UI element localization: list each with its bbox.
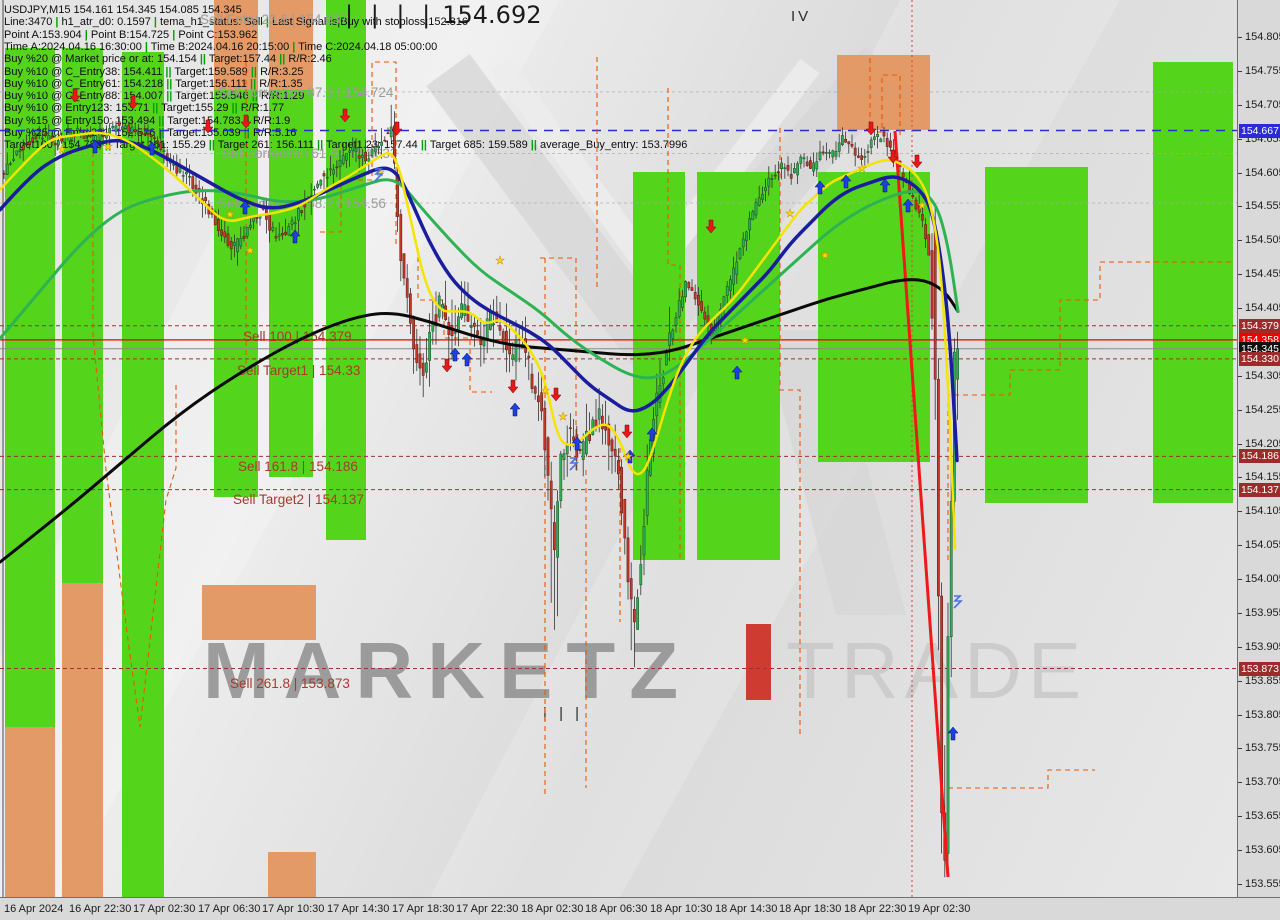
- price-axis[interactable]: 154.805154.755154.705154.655154.605154.5…: [1237, 0, 1280, 897]
- price-tick-mark: [1238, 545, 1242, 546]
- price-tick-mark: [1238, 715, 1242, 716]
- price-tick-label: 154.805: [1245, 31, 1280, 43]
- price-tick-label: 154.205: [1245, 438, 1280, 450]
- price-tick-label: 154.555: [1245, 200, 1280, 212]
- price-tick-label: 154.255: [1245, 404, 1280, 416]
- price-badge: 153.873: [1239, 662, 1280, 676]
- time-tick-label: 17 Apr 14:30: [327, 903, 390, 915]
- price-badge: 154.667: [1239, 124, 1280, 138]
- price-tick-label: 154.305: [1245, 370, 1280, 382]
- session-column-green: [5, 48, 55, 727]
- time-tick-label: 18 Apr 22:30: [844, 903, 907, 915]
- price-tick-mark: [1238, 681, 1242, 682]
- session-column-green: [697, 172, 780, 560]
- price-tick-label: 153.555: [1245, 878, 1280, 890]
- price-tick-mark: [1238, 647, 1242, 648]
- price-tick-mark: [1238, 274, 1242, 275]
- price-badge: 154.379: [1239, 319, 1280, 333]
- session-column-green: [269, 90, 313, 477]
- session-column-green: [62, 48, 103, 583]
- price-tick-label: 154.405: [1245, 302, 1280, 314]
- session-column-green: [818, 172, 930, 462]
- time-tick-label: 18 Apr 18:30: [779, 903, 842, 915]
- price-tick-mark: [1238, 511, 1242, 512]
- price-tick-label: 153.855: [1245, 675, 1280, 687]
- price-tick-label: 153.705: [1245, 776, 1280, 788]
- session-column-orange: [5, 727, 55, 897]
- price-badge: 154.186: [1239, 449, 1280, 463]
- price-tick-mark: [1238, 444, 1242, 445]
- time-tick-label: 18 Apr 10:30: [650, 903, 713, 915]
- price-tick-mark: [1238, 884, 1242, 885]
- price-tick-label: 153.955: [1245, 607, 1280, 619]
- time-tick-label: 19 Apr 02:30: [908, 903, 971, 915]
- watermark-red-bar: [746, 624, 771, 700]
- session-column-orange: [214, 0, 258, 90]
- price-tick-label: 154.455: [1245, 268, 1280, 280]
- time-axis[interactable]: 16 Apr 2024 16 Apr 22:30 17 Apr 02:30 17 Ap…: [0, 897, 1280, 920]
- session-column-orange: [62, 583, 103, 897]
- time-tick-label: 17 Apr 22:30: [456, 903, 519, 915]
- price-tick-label: 154.005: [1245, 573, 1280, 585]
- price-tick-mark: [1238, 206, 1242, 207]
- watermark-text-right: TRADE: [786, 626, 1087, 715]
- price-tick-mark: [1238, 816, 1242, 817]
- time-tick-label: 17 Apr 18:30: [392, 903, 455, 915]
- session-column-green: [326, 0, 366, 540]
- time-tick-label: 18 Apr 06:30: [585, 903, 648, 915]
- price-tick-mark: [1238, 613, 1242, 614]
- price-tick-label: 154.605: [1245, 167, 1280, 179]
- price-badge: 154.330: [1239, 352, 1280, 366]
- session-column-orange: [837, 55, 930, 130]
- price-tick-label: 154.055: [1245, 539, 1280, 551]
- time-tick-label: 17 Apr 02:30: [133, 903, 196, 915]
- session-column-green: [122, 52, 164, 897]
- price-tick-mark: [1238, 579, 1242, 580]
- session-column-green: [985, 167, 1088, 503]
- price-tick-mark: [1238, 240, 1242, 241]
- price-tick-mark: [1238, 850, 1242, 851]
- price-tick-label: 154.505: [1245, 234, 1280, 246]
- price-tick-label: 153.655: [1245, 810, 1280, 822]
- price-tick-label: 153.605: [1245, 844, 1280, 856]
- price-tick-label: 153.755: [1245, 742, 1280, 754]
- time-tick-label: 16 Apr 22:30: [69, 903, 132, 915]
- price-tick-label: 154.105: [1245, 505, 1280, 517]
- time-tick-label: 18 Apr 02:30: [521, 903, 584, 915]
- price-tick-label: 153.805: [1245, 709, 1280, 721]
- price-badge: 154.137: [1239, 483, 1280, 497]
- session-column-orange: [202, 585, 316, 640]
- session-column-green: [633, 172, 685, 560]
- price-tick-mark: [1238, 782, 1242, 783]
- time-tick-label: 17 Apr 06:30: [198, 903, 261, 915]
- price-tick-mark: [1238, 748, 1242, 749]
- price-tick-mark: [1238, 410, 1242, 411]
- price-tick-mark: [1238, 173, 1242, 174]
- time-tick-label: 17 Apr 10:30: [262, 903, 325, 915]
- session-column-green: [214, 90, 258, 497]
- price-tick-mark: [1238, 308, 1242, 309]
- price-tick-label: 154.755: [1245, 65, 1280, 77]
- time-tick-label: 16 Apr 2024: [4, 903, 64, 915]
- time-tick-label: 18 Apr 14:30: [715, 903, 778, 915]
- price-tick-label: 153.905: [1245, 641, 1280, 653]
- price-tick-label: 154.155: [1245, 471, 1280, 483]
- price-tick-mark: [1238, 105, 1242, 106]
- price-tick-mark: [1238, 139, 1242, 140]
- price-tick-mark: [1238, 477, 1242, 478]
- price-tick-mark: [1238, 376, 1242, 377]
- price-tick-mark: [1238, 37, 1242, 38]
- session-column-orange: [269, 0, 313, 90]
- price-tick-label: 154.705: [1245, 99, 1280, 111]
- price-tick-mark: [1238, 71, 1242, 72]
- session-column-orange: [268, 852, 316, 897]
- session-column-green: [1153, 62, 1233, 503]
